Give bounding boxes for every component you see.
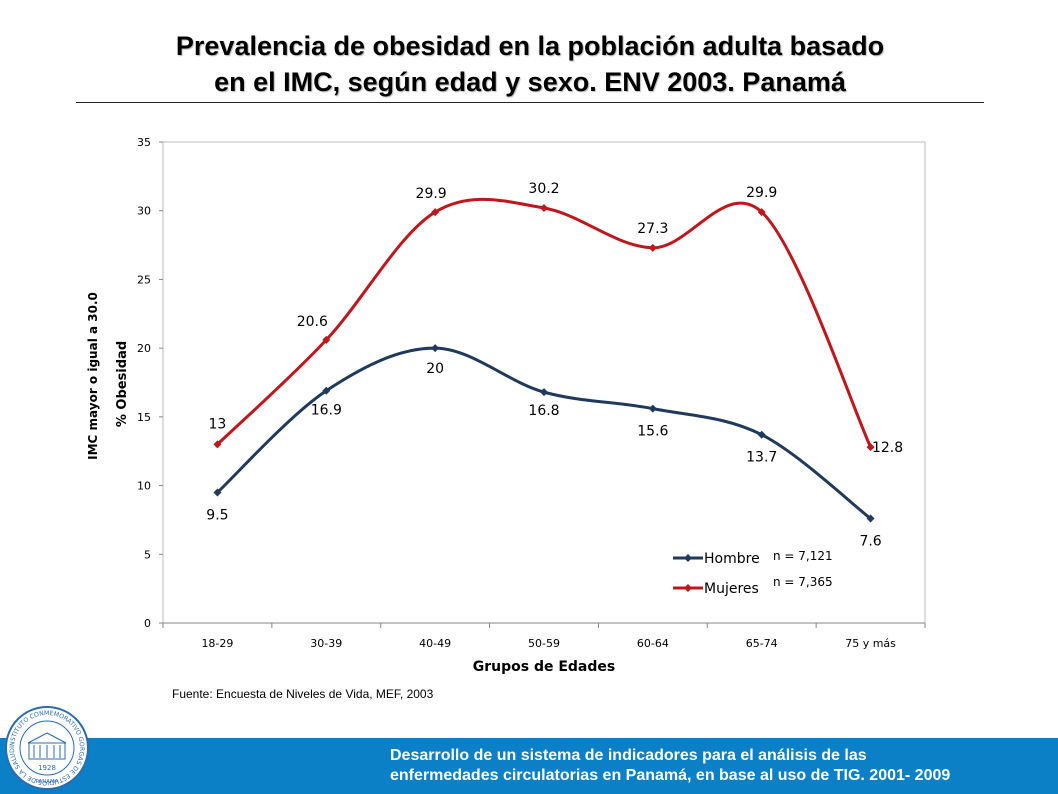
y-axis-title-line-1: IMC mayor o igual a 30.0 (86, 292, 100, 460)
data-point-mujeres (322, 335, 331, 344)
y-tick-label: 15 (137, 411, 151, 424)
source-note: Fuente: Encuesta de Niveles de Vida, MEF… (172, 687, 434, 701)
x-tick-label: 50-59 (528, 637, 560, 650)
data-point-mujeres (757, 208, 766, 217)
y-tick-label: 35 (137, 136, 151, 149)
y-axis-title-line-2: % Obesidad (115, 341, 130, 427)
y-axis-ticks: 0 5 10 15 20 25 30 35 (137, 136, 163, 630)
title-line-1: Prevalencia de obesidad en la población … (175, 31, 885, 61)
seal-bottom-text: PANAMA (35, 779, 58, 785)
legend-marker-hombre (684, 554, 692, 562)
obesity-line-chart: 0 5 10 15 20 25 30 35 18-29 30-39 40-49 50-59 60-64… (86, 136, 926, 675)
series-layer (213, 197, 875, 523)
x-tick-label: 60-64 (637, 637, 669, 650)
legend-marker-mujeres (684, 584, 692, 592)
data-label-hombre: 20 (426, 361, 444, 377)
data-point-mujeres (431, 208, 440, 217)
data-label-mujeres: 13 (209, 416, 227, 432)
data-label-hombre: 16.8 (528, 403, 559, 419)
x-tick-label: 30-39 (310, 637, 342, 650)
data-label-mujeres: 12.8 (872, 440, 903, 456)
y-tick-label: 10 (137, 480, 151, 493)
data-point-mujeres (866, 443, 875, 452)
legend-n-hombre: n = 7,121 (773, 549, 833, 563)
data-label-mujeres: 20.6 (297, 314, 328, 330)
title-line-2: en el IMC, según edad y sexo. ENV 2003. … (214, 67, 846, 97)
x-axis-title: Grupos de Edades (473, 659, 615, 675)
legend-label-hombre: Hombre (704, 551, 760, 567)
x-axis-ticks: 18-29 30-39 40-49 50-59 60-64 65-74 75 y más (162, 623, 926, 650)
x-tick-label: 18-29 (201, 637, 233, 650)
series-line-hombre (215, 346, 873, 521)
chart-legend: Hombre n = 7,121 Mujeres n = 7,365 (673, 549, 833, 597)
footer-line-2: enfermedades circulatorias en Panamá, en… (390, 767, 951, 784)
data-label-hombre: 13.7 (746, 450, 777, 466)
data-label-hombre: 16.9 (311, 403, 342, 419)
data-point-mujeres (648, 243, 657, 252)
footer-bar (0, 738, 1058, 794)
data-point-hombre (322, 386, 331, 395)
y-tick-label: 5 (144, 548, 151, 561)
x-tick-label: 65-74 (746, 637, 778, 650)
data-point-hombre (648, 404, 657, 413)
data-label-hombre: 15.6 (637, 424, 668, 440)
institute-seal-logo: INSTITUTO CONMEMORATIVO GORGAS DE ESTUDI… (5, 706, 89, 790)
data-label-mujeres: 30.2 (528, 181, 559, 197)
data-point-mujeres (540, 203, 548, 212)
data-point-hombre (431, 344, 440, 353)
data-label-layer: 9.5 16.9 20 16.8 15.6 13.7 7.6 13 20.6 29.9 30.2 27… (206, 181, 903, 550)
y-tick-label: 0 (144, 617, 151, 630)
x-tick-label: 75 y más (845, 637, 896, 650)
data-point-mujeres (213, 440, 222, 449)
data-label-mujeres: 27.3 (637, 221, 668, 237)
x-tick-label: 40-49 (419, 637, 451, 650)
slide-title: Prevalencia de obesidad en la población … (80, 28, 980, 100)
footer-line-1: Desarrollo de un sistema de indicadores … (390, 747, 867, 764)
data-point-hombre (213, 488, 222, 497)
data-point-hombre (866, 514, 875, 523)
data-label-mujeres: 29.9 (416, 186, 447, 202)
data-label-mujeres: 29.9 (746, 185, 777, 201)
data-point-hombre (540, 388, 548, 397)
y-tick-label: 30 (137, 205, 151, 218)
footer-text: Desarrollo de un sistema de indicadores … (390, 746, 1050, 786)
y-tick-label: 25 (137, 273, 151, 286)
building-icon (27, 732, 67, 760)
title-divider (76, 102, 984, 103)
legend-label-mujeres: Mujeres (704, 581, 759, 597)
seal-year: 1928 (38, 764, 56, 772)
data-point-hombre (757, 430, 766, 439)
data-label-hombre: 9.5 (206, 507, 228, 523)
data-label-hombre: 7.6 (859, 534, 881, 550)
legend-n-mujeres: n = 7,365 (773, 575, 833, 589)
y-tick-label: 20 (137, 342, 151, 355)
